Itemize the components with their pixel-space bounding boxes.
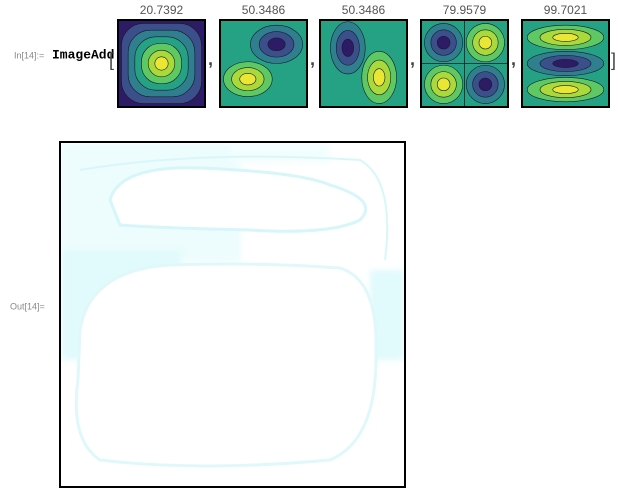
- contour-level: [239, 73, 257, 86]
- shape: [79, 155, 389, 261]
- contour-level: [552, 85, 579, 94]
- contour-level: [478, 77, 493, 92]
- contour-level: [436, 35, 451, 50]
- image-frame: [219, 19, 308, 108]
- contour-level: [373, 68, 386, 87]
- contour-level: [267, 37, 286, 52]
- output-label: Out[14]=: [10, 301, 45, 311]
- image-list: 20.7392, 50.3486, 50.3486, 79.9579, 99.7021: [117, 3, 610, 108]
- output-image: [61, 143, 404, 486]
- contour-image: [117, 19, 206, 108]
- contour-level: [436, 77, 451, 92]
- close-bracket: ]: [611, 50, 616, 70]
- contour-image: [219, 19, 308, 108]
- contour-image: [521, 19, 610, 108]
- image-label: 50.3486: [242, 3, 286, 17]
- contour-level: [154, 56, 169, 71]
- function-name: ImageAdd: [52, 47, 114, 62]
- input-label: In[14]:=: [14, 50, 44, 60]
- image-label: 20.7392: [140, 3, 184, 17]
- contour-level: [552, 33, 579, 42]
- image-label: 99.7021: [544, 3, 588, 17]
- image-label: 50.3486: [342, 3, 386, 17]
- comma: ,: [208, 49, 213, 69]
- comma: ,: [511, 49, 516, 69]
- contour-level: [341, 38, 354, 57]
- open-bracket: [: [109, 50, 114, 70]
- image-frame: [117, 19, 206, 108]
- contour-image: [319, 19, 408, 108]
- output-frame: [59, 141, 406, 488]
- comma: ,: [410, 49, 415, 69]
- comma: ,: [310, 49, 315, 69]
- contour-level: [552, 59, 579, 68]
- contour-image: [420, 19, 509, 108]
- shape: [230, 143, 330, 163]
- contour-level: [478, 35, 493, 50]
- image-label: 79.9579: [443, 3, 487, 17]
- shape: [108, 166, 368, 233]
- shape: [74, 262, 378, 468]
- image-frame: [420, 19, 509, 108]
- image-frame: [521, 19, 610, 108]
- image-frame: [319, 19, 408, 108]
